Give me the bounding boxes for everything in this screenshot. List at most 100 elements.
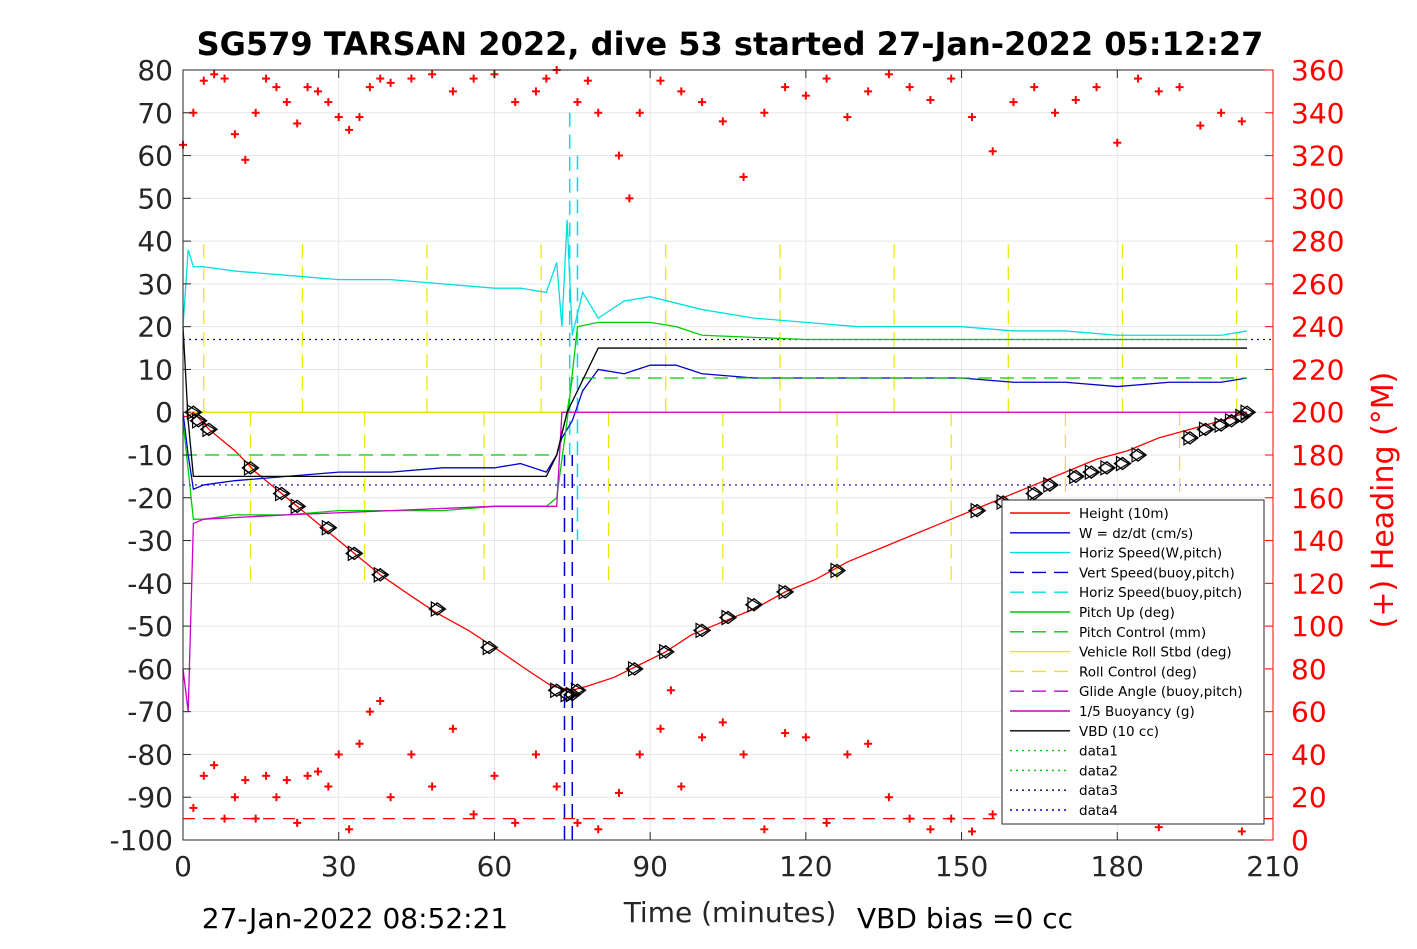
data-marker	[827, 562, 847, 579]
y-tick-label-left: 60	[137, 140, 173, 173]
heading-point	[324, 98, 333, 107]
y-tick-label-left: -70	[127, 696, 173, 729]
heading-point	[760, 825, 769, 834]
data-marker	[272, 485, 291, 502]
data-marker	[199, 421, 219, 438]
legend-item: Horiz Speed(W,pitch)	[1010, 546, 1222, 562]
heading-point	[905, 814, 914, 823]
y-tick-label-right: 40	[1291, 738, 1327, 771]
y-tick-label-left: -100	[109, 824, 173, 857]
heading-point	[469, 810, 478, 819]
data-marker	[718, 609, 738, 626]
series-line-pitch-up-deg	[182, 321, 1248, 520]
heading-point	[1113, 138, 1122, 147]
y-tick-label-left: 80	[137, 54, 173, 87]
heading-point	[448, 87, 457, 96]
y-tick-label-left: 20	[137, 311, 173, 344]
heading-point	[407, 74, 416, 83]
series-line-vbd-10-cc	[182, 326, 1248, 478]
heading-point	[718, 117, 727, 126]
y-tick-label-right: 300	[1291, 182, 1344, 215]
heading-point	[324, 782, 333, 791]
legend-label: Roll Control (deg)	[1079, 664, 1197, 680]
y-tick-label-right: 100	[1291, 610, 1344, 643]
x-axis-label: Time (minutes)	[623, 896, 837, 929]
heading-point	[698, 98, 707, 107]
heading-point	[428, 70, 437, 79]
heading-point	[1217, 108, 1226, 117]
heading-point	[511, 98, 520, 107]
heading-point	[511, 818, 520, 827]
heading-point	[718, 718, 727, 727]
y-tick-label-left: -40	[127, 567, 173, 600]
heading-point	[1134, 74, 1143, 83]
legend-item: 1/5 Buoyancy (g)	[1010, 704, 1195, 720]
legend-item: data4	[1010, 803, 1118, 819]
heading-point	[739, 750, 748, 759]
y-tick-label-left: 10	[137, 353, 173, 386]
heading-point	[801, 733, 810, 742]
y-tick-label-left: 30	[137, 268, 173, 301]
data-marker	[625, 660, 644, 677]
y-tick-label-left: 50	[137, 182, 173, 215]
x-tick-label: 30	[321, 850, 357, 883]
heading-point	[386, 78, 395, 87]
y-tick-label-right: 240	[1291, 311, 1344, 344]
y-tick-label-left: -60	[127, 653, 173, 686]
heading-point	[677, 782, 686, 791]
heading-point	[282, 776, 291, 785]
heading-point	[1051, 108, 1059, 117]
heading-point	[272, 83, 281, 92]
heading-point	[635, 750, 644, 759]
legend-label: W = dz/dt (cm/s)	[1079, 526, 1193, 542]
axis-ticks: 0 30 60 90 120 150 180 21080706050403020100-10-…	[109, 54, 1344, 883]
heading-point	[334, 113, 343, 122]
y-tick-label-right: 280	[1291, 225, 1344, 258]
heading-point	[199, 76, 208, 85]
heading-point	[230, 130, 239, 139]
data-marker	[428, 600, 447, 618]
data-marker	[319, 519, 338, 536]
legend: Height (10m) W = dz/dt (cm/s) Horiz Speed(…	[1001, 499, 1265, 825]
data-marker	[1180, 429, 1200, 446]
heading-point	[293, 119, 302, 128]
heading-point	[251, 108, 260, 117]
y-tick-label-left: -20	[127, 482, 173, 515]
y-tick-label-right: 180	[1291, 439, 1344, 472]
legend-item: Height (10m)	[1010, 506, 1169, 522]
x-tick-label: 180	[1091, 850, 1144, 883]
y-tick-label-right: 220	[1291, 353, 1344, 386]
right-axis-label: (+) Heading (°M)	[1366, 372, 1401, 629]
heading-point	[843, 750, 852, 759]
y-tick-label-left: -90	[127, 781, 173, 814]
footer-vbd-bias: VBD bias =0 cc	[857, 902, 1073, 935]
heading-point	[210, 761, 219, 770]
heading-point	[988, 810, 997, 819]
heading-point	[199, 771, 208, 780]
heading-point	[1009, 98, 1018, 107]
heading-point	[583, 76, 592, 85]
legend-label: Vert Speed(buoy,pitch)	[1079, 565, 1235, 581]
heading-point	[1196, 121, 1205, 130]
y-tick-label-right: 320	[1291, 140, 1344, 173]
heading-point	[1237, 117, 1246, 126]
heading-point	[386, 793, 395, 802]
y-tick-label-right: 60	[1291, 696, 1327, 729]
heading-point	[864, 87, 873, 96]
heading-point	[967, 827, 976, 836]
series-line-height-10m	[183, 411, 1248, 691]
heading-point	[376, 74, 385, 83]
heading-point	[1092, 83, 1101, 92]
legend-item: Horiz Speed(buoy,pitch)	[1010, 585, 1242, 601]
heading-point	[864, 739, 873, 748]
heading-point	[303, 83, 312, 92]
y-tick-label-left: -50	[127, 610, 173, 643]
data-marker	[1237, 404, 1257, 421]
heading-point	[448, 724, 457, 733]
data-marker	[967, 502, 987, 519]
heading-point	[220, 814, 229, 823]
data-marker	[1082, 464, 1101, 481]
heading-point	[282, 98, 291, 107]
y-tick-label-right: 140	[1291, 525, 1344, 558]
heading-point	[781, 83, 790, 92]
